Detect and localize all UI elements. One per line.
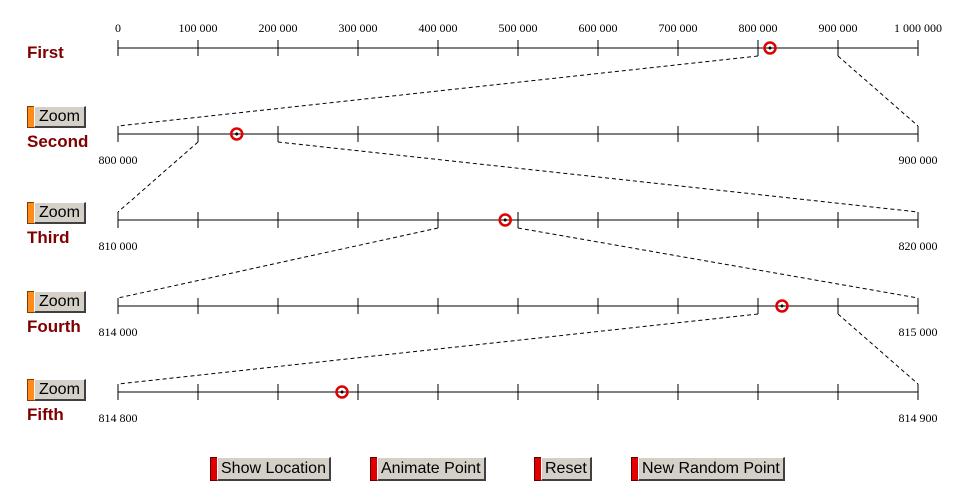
point-marker (498, 213, 512, 227)
zoom-button-third[interactable]: Zoom (27, 202, 86, 224)
point-center (768, 46, 772, 50)
animate-point-button[interactable]: Animate Point (370, 457, 486, 481)
row-label-third: Third (27, 228, 70, 247)
tick-label: 900 000 (819, 21, 858, 35)
tick-label: 1 000 000 (894, 21, 942, 35)
zoom-connector (117, 227, 439, 299)
start-label: 810 000 (99, 239, 138, 253)
button-accent (210, 457, 217, 481)
zoom-accent (27, 106, 34, 128)
reset-label: Reset (541, 457, 592, 481)
tick-label: 800 000 (739, 21, 778, 35)
zoom-accent (27, 379, 34, 401)
zoom-button-fourth[interactable]: Zoom (27, 291, 86, 313)
start-label: 814 800 (99, 411, 138, 425)
zoom-connector (117, 313, 759, 385)
end-label: 820 000 (899, 239, 938, 253)
zoom-button-label: Zoom (34, 379, 86, 401)
end-label: 814 900 (899, 411, 938, 425)
point-center (780, 304, 784, 308)
tick-label: 600 000 (579, 21, 618, 35)
tick-label: 300 000 (339, 21, 378, 35)
zoom-button-label: Zoom (34, 291, 86, 313)
point-marker (763, 41, 777, 55)
point-center (503, 218, 507, 222)
new-random-point-label: New Random Point (638, 457, 785, 481)
point-center (235, 132, 239, 136)
point-center (340, 390, 344, 394)
zoom-connector (517, 227, 919, 299)
show-location-label: Show Location (217, 457, 331, 481)
row-label-fifth: Fifth (27, 405, 64, 424)
reset-button[interactable]: Reset (534, 457, 592, 481)
row-label-first: First (27, 43, 64, 62)
row-label-second: Second (27, 132, 89, 151)
start-label: 814 000 (99, 325, 138, 339)
tick-label: 100 000 (179, 21, 218, 35)
button-accent (370, 457, 377, 481)
point-marker (335, 385, 349, 399)
zoom-button-label: Zoom (34, 202, 86, 224)
zoom-connector (837, 313, 919, 385)
animate-point-label: Animate Point (377, 457, 486, 481)
tick-label: 0 (115, 21, 121, 35)
zoom-connector (117, 141, 199, 213)
zoom-button-fifth[interactable]: Zoom (27, 379, 86, 401)
tick-label: 700 000 (659, 21, 698, 35)
zoom-accent (27, 202, 34, 224)
zoom-button-label: Zoom (34, 106, 86, 128)
button-accent (631, 457, 638, 481)
zoom-connector (117, 55, 759, 127)
end-label: 900 000 (899, 153, 938, 167)
tick-label: 500 000 (499, 21, 538, 35)
end-label: 815 000 (899, 325, 938, 339)
zoom-connector (277, 141, 919, 213)
show-location-button[interactable]: Show Location (210, 457, 331, 481)
zoom-connector (837, 55, 919, 127)
point-marker (229, 127, 244, 141)
button-accent (534, 457, 541, 481)
row-label-fourth: Fourth (27, 317, 81, 336)
new-random-point-button[interactable]: New Random Point (631, 457, 785, 481)
tick-label: 400 000 (419, 21, 458, 35)
start-label: 800 000 (99, 153, 138, 167)
zoom-button-second[interactable]: Zoom (27, 106, 86, 128)
zoom-accent (27, 291, 34, 313)
tick-label: 200 000 (259, 21, 298, 35)
point-marker (775, 299, 789, 313)
